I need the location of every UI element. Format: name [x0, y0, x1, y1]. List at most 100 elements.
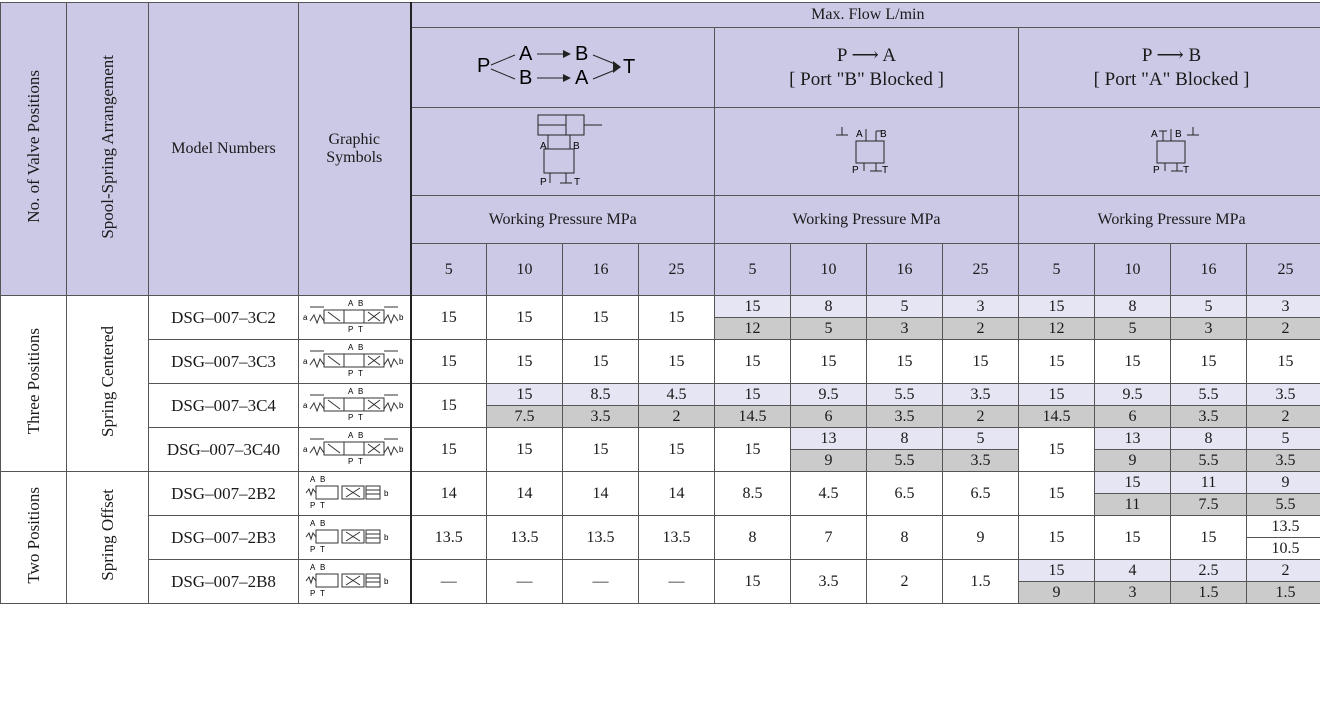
flow-header-p-a: P ⟶ A [ Port "B" Blocked ] [714, 27, 1019, 108]
label-a2: A [575, 67, 589, 89]
port-b-blocked-circuit-icon: A B P T [835, 127, 888, 176]
svg-text:T: T [358, 413, 363, 421]
svg-text:P: P [1153, 165, 1160, 176]
svg-text:T: T [1183, 165, 1189, 176]
model-number: DSG–007–2B8 [148, 559, 299, 604]
spool-spring-centered: Spring Centered [66, 295, 149, 472]
svg-text:b: b [399, 445, 404, 454]
table-row: Three Positions Spring Centered DSG–007–… [0, 295, 1320, 472]
spool-spring-offset: Spring Offset [66, 471, 149, 604]
svg-text:P: P [348, 325, 353, 333]
svg-text:B: B [573, 141, 580, 152]
svg-text:B: B [320, 563, 325, 572]
svg-text:b: b [384, 577, 389, 586]
flow-diagram-both: P A B B A T [409, 27, 715, 108]
working-pressure-2: Working Pressure MPa [714, 195, 1019, 244]
spool-header: Spool-Spring Arrangement [66, 2, 149, 296]
circuit-symbol-1: A B P T [409, 107, 715, 196]
circuit-symbol-2: A B P T [714, 107, 1019, 196]
svg-text:P: P [852, 165, 859, 176]
max-flow-header: Max. Flow L/min [409, 2, 1320, 28]
svg-text:B: B [358, 431, 363, 440]
svg-text:B: B [320, 475, 325, 484]
svg-text:b: b [399, 313, 404, 322]
cylinder-circuit-icon: A B P T [537, 114, 602, 188]
model-number: DSG–007–2B3 [148, 515, 299, 560]
svg-text:P: P [310, 589, 315, 597]
svg-text:P: P [348, 369, 353, 377]
port-a-blocked-circuit-icon: A B P T [1151, 127, 1199, 176]
positions-three: Three Positions [0, 295, 67, 472]
svg-text:P: P [348, 413, 353, 421]
svg-text:b: b [399, 401, 404, 410]
svg-text:T: T [358, 369, 363, 377]
positions-header: No. of Valve Positions [0, 2, 67, 296]
label-b2: B [575, 43, 588, 65]
graphic-header: Graphic Symbols [298, 2, 411, 296]
table-row: 9 3 1.5 1.5 [1, 581, 1320, 604]
svg-text:T: T [574, 177, 580, 187]
svg-text:A: A [540, 141, 547, 152]
label-p: P [477, 55, 490, 77]
svg-text:A: A [310, 519, 316, 528]
svg-text:P: P [348, 457, 353, 465]
svg-text:T: T [320, 545, 325, 553]
svg-text:b: b [384, 533, 389, 542]
svg-text:A: A [856, 129, 863, 140]
svg-text:P: P [540, 177, 547, 187]
pressure-values-row: 5 10 16 25 5 10 16 25 5 10 16 25 [1, 243, 1320, 296]
svg-text:P: P [310, 501, 315, 509]
svg-text:B: B [358, 299, 363, 308]
svg-text:b: b [384, 489, 389, 498]
model-number: DSG–007–3C4 [148, 383, 299, 428]
svg-text:T: T [320, 501, 325, 509]
svg-text:P: P [310, 545, 315, 553]
table-row: 10.5 [1, 537, 1320, 560]
label-a1: A [519, 43, 533, 65]
svg-text:B: B [1175, 129, 1182, 140]
model-number: DSG–007–3C40 [148, 427, 299, 472]
svg-text:B: B [880, 129, 887, 140]
svg-text:A: A [310, 563, 316, 572]
working-pressure-1: Working Pressure MPa [409, 195, 715, 244]
svg-text:b: b [399, 357, 404, 366]
model-header: Model Numbers [148, 2, 299, 296]
svg-text:T: T [320, 589, 325, 597]
svg-text:a: a [303, 401, 308, 410]
model-number: DSG–007–2B2 [148, 471, 299, 516]
svg-text:a: a [303, 445, 308, 454]
flow-header-p-b: P ⟶ B [ Port "A" Blocked ] [1017, 27, 1320, 108]
svg-text:B: B [320, 519, 325, 528]
svg-text:A: A [310, 475, 316, 484]
table-row: 9 5.5 3.5 9 5.5 3.5 [1, 449, 1320, 472]
svg-text:B: B [358, 343, 363, 352]
svg-text:A: A [348, 431, 354, 440]
model-number: DSG–007–3C2 [148, 295, 299, 340]
svg-text:T: T [358, 457, 363, 465]
svg-text:A: A [1151, 129, 1158, 140]
label-t: T [623, 56, 635, 78]
svg-text:T: T [882, 165, 888, 176]
svg-text:A: A [348, 299, 354, 308]
working-pressure-3: Working Pressure MPa [1017, 195, 1320, 244]
svg-text:A: A [348, 343, 354, 352]
svg-text:a: a [303, 313, 308, 322]
circuit-symbol-3: A B P T [1017, 107, 1320, 196]
svg-text:a: a [303, 357, 308, 366]
svg-text:A: A [348, 387, 354, 396]
svg-text:B: B [358, 387, 363, 396]
svg-text:T: T [358, 325, 363, 333]
table-row: Two Positions Spring Offset DSG–007–2B2 … [0, 471, 1320, 604]
